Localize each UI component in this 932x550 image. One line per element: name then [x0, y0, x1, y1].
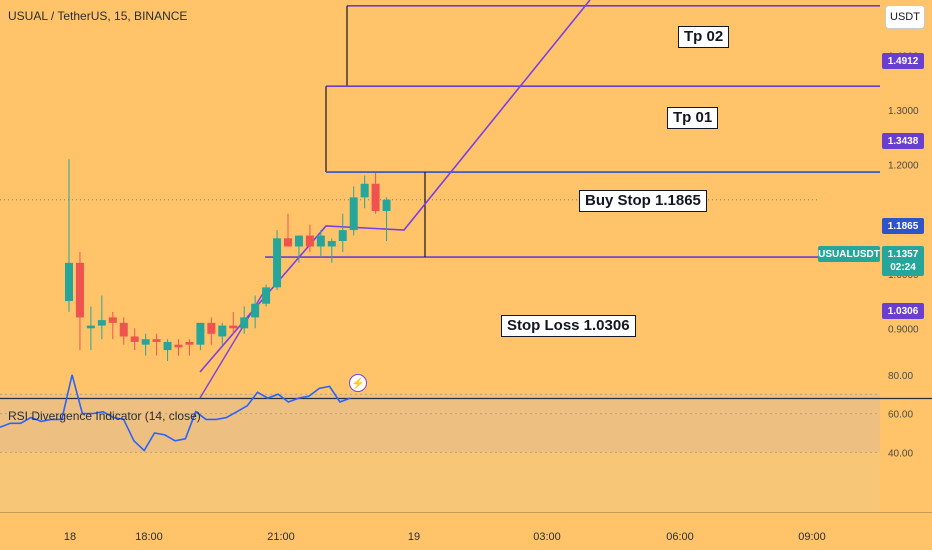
candle-body [273, 238, 282, 288]
candle-body [251, 303, 260, 318]
candle-body [119, 322, 128, 337]
tp1-annotation[interactable]: Tp 01 [667, 107, 719, 129]
candle-body [316, 235, 325, 247]
candle-body [284, 238, 292, 247]
candle [174, 339, 183, 356]
candle [262, 284, 271, 307]
candle-body [382, 199, 391, 212]
current-price-tag: 1.1357 02:24 [882, 246, 924, 276]
symbol-title: USUAL / TetherUS, 15, BINANCE [8, 9, 188, 23]
candle-body [108, 317, 117, 323]
candle [360, 175, 369, 209]
rsi-title: RSI Divergence Indicator (14, close) [8, 409, 201, 423]
candle-body [305, 235, 314, 247]
candle-body [65, 262, 73, 302]
candle [371, 172, 380, 214]
candle [86, 306, 95, 351]
candle-body [360, 183, 369, 198]
candle [152, 333, 161, 356]
time-tick-label: 19 [408, 531, 420, 543]
candle [207, 317, 216, 345]
rsi-tick-label: 60.00 [888, 410, 913, 421]
lightning-icon[interactable]: ⚡ [349, 374, 367, 392]
time-tick-label: 18:00 [135, 531, 163, 543]
candle [75, 251, 84, 351]
price-tick-label: 1.3000 [888, 106, 919, 117]
candle [108, 311, 117, 340]
time-tick-label: 21:00 [267, 531, 295, 543]
price-tick-label: 1.2000 [888, 161, 919, 172]
candle-body [185, 341, 194, 345]
candle [119, 317, 128, 345]
grid [0, 393, 880, 512]
rsi-tick-label: 80.00 [888, 371, 913, 382]
candle [240, 306, 249, 334]
candle [65, 159, 73, 312]
candle [349, 186, 358, 236]
candle-body [327, 241, 336, 247]
candle-body [262, 287, 271, 304]
rsi-tick-label: 40.00 [888, 448, 913, 459]
candle-body [371, 183, 380, 212]
candle [196, 322, 205, 351]
stop-loss-price-tag: 1.0306 [882, 303, 924, 319]
candle [382, 197, 391, 242]
tp2-price-tag: 1.4912 [882, 53, 924, 69]
candle-body [229, 325, 238, 329]
buy-stop-price-tag: 1.1865 [882, 218, 924, 234]
candle [294, 235, 303, 263]
static-layer [0, 0, 932, 513]
time-tick-label: 03:00 [533, 531, 561, 543]
candle-body [338, 230, 347, 242]
symbol-tag: USUALUSDT [818, 246, 880, 262]
candle-body [152, 339, 161, 342]
bar-countdown: 02:24 [890, 262, 916, 273]
candle [97, 295, 106, 340]
candle-body [75, 262, 84, 318]
price-tick-label: 0.9000 [888, 324, 919, 335]
time-tick-label: 18 [64, 531, 76, 543]
candle [218, 322, 227, 345]
time-tick-label: 06:00 [666, 531, 694, 543]
stop-loss-annotation[interactable]: Stop Loss 1.0306 [501, 315, 636, 337]
candle-body [130, 336, 139, 342]
time-tick-label: 09:00 [798, 531, 826, 543]
candle [273, 230, 282, 291]
rsi-series [0, 374, 351, 452]
currency-button[interactable]: USDT [885, 5, 925, 29]
tp1-price-tag: 1.3438 [882, 133, 924, 149]
candle-body [163, 341, 172, 351]
rsi-band [0, 394, 880, 453]
candle [141, 333, 150, 356]
candle [130, 328, 139, 351]
candle [327, 238, 336, 263]
candle [305, 224, 314, 252]
current-price: 1.1357 [887, 249, 919, 260]
tp2-annotation[interactable]: Tp 02 [678, 26, 730, 48]
candle-body [196, 322, 205, 345]
candle-body [218, 325, 227, 337]
candle-body [294, 235, 303, 247]
rsi-line [0, 374, 351, 452]
candle [185, 339, 194, 356]
candle [338, 213, 347, 252]
candle [251, 295, 260, 329]
candle [284, 213, 292, 247]
candle [163, 339, 172, 362]
candle-body [141, 339, 150, 345]
candle [229, 311, 238, 334]
candle-body [240, 317, 249, 329]
candles [65, 159, 391, 362]
candle [316, 230, 325, 258]
buy-stop-annotation[interactable]: Buy Stop 1.1865 [579, 190, 707, 212]
candle-body [207, 322, 216, 334]
candle-body [349, 197, 358, 231]
candle-body [86, 325, 95, 329]
candle-body [174, 344, 183, 348]
candle-body [97, 320, 106, 326]
